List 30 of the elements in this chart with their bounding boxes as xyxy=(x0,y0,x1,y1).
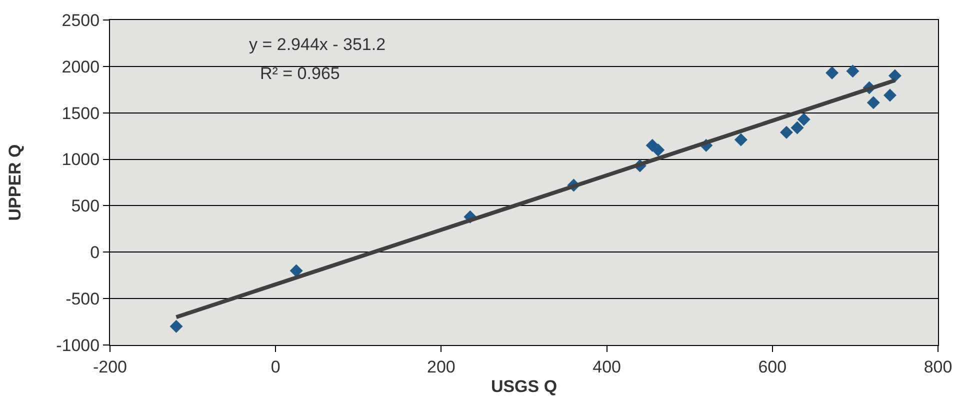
x-tick-label: 600 xyxy=(758,357,787,376)
y-axis-title: UPPER Q xyxy=(6,144,25,221)
y-tick-label: 1000 xyxy=(62,150,100,170)
point xyxy=(866,96,880,110)
point xyxy=(170,320,183,333)
x-tick-label: 800 xyxy=(924,357,952,376)
x-axis-title: USGS Q xyxy=(490,376,558,396)
x-tick-label: 0 xyxy=(270,357,280,376)
point xyxy=(888,69,902,82)
point xyxy=(846,64,860,78)
y-tick-label: 500 xyxy=(71,196,100,216)
x-tick-label: 200 xyxy=(427,357,456,376)
y-tick-label: -500 xyxy=(66,290,100,309)
annotation: y = 2.944x - 351.2 xyxy=(249,35,386,54)
point xyxy=(797,112,810,126)
y-tick-label: 0 xyxy=(90,243,100,262)
point xyxy=(826,66,839,80)
y-tick-label: 2000 xyxy=(62,57,100,76)
annotation: R² = 0.965 xyxy=(260,64,340,83)
point xyxy=(883,88,896,102)
point xyxy=(780,126,793,139)
point xyxy=(734,133,748,146)
y-tick-label: 1500 xyxy=(62,104,100,123)
x-tick-label: -200 xyxy=(92,357,128,376)
point xyxy=(790,121,804,134)
y-tick-label: 2500 xyxy=(62,10,100,30)
point xyxy=(290,264,303,278)
x-tick-label: 400 xyxy=(592,357,621,376)
point xyxy=(652,144,665,156)
y-tick-label: -1000 xyxy=(56,336,100,355)
